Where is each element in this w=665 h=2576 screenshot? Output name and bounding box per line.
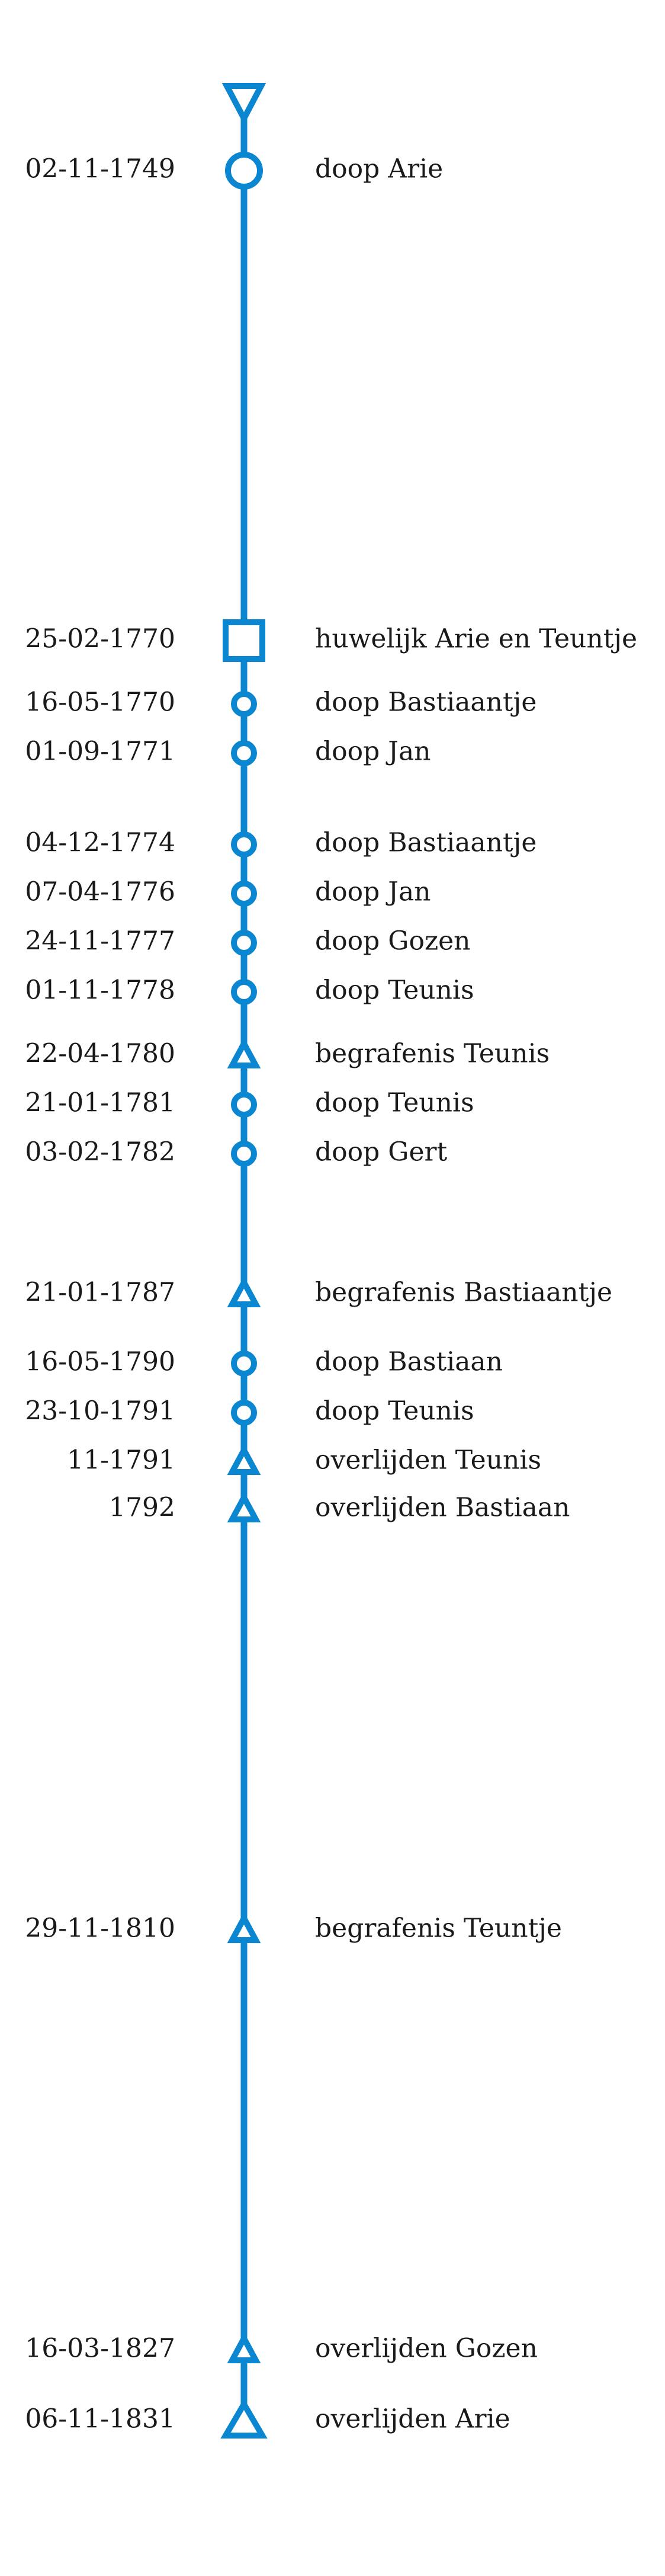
circle-icon xyxy=(231,881,257,907)
triangle-icon xyxy=(227,1491,261,1522)
event-label: overlijden Bastiaan xyxy=(315,1493,570,1523)
timeline-event: 16-05-1770 doop Bastiaantje xyxy=(25,687,537,718)
triangle-large-icon xyxy=(220,2398,268,2439)
triangle-icon xyxy=(227,1037,261,1068)
timeline-event: 01-09-1771 doop Jan xyxy=(25,737,431,767)
event-date: 21-01-1781 xyxy=(25,1088,175,1118)
event-date: 24-11-1777 xyxy=(25,926,175,956)
timeline-event: 03-02-1782 doop Gert xyxy=(25,1137,447,1167)
event-date: 06-11-1831 xyxy=(25,2404,175,2434)
timeline-event: 16-05-1790 doop Bastiaan xyxy=(25,1347,503,1377)
circle-icon xyxy=(231,979,257,1005)
event-label: doop Gozen xyxy=(315,926,471,956)
timeline-event: 23-10-1791 doop Teunis xyxy=(25,1396,474,1426)
event-label: doop Arie xyxy=(315,154,443,184)
timeline-event: 24-11-1777 doop Gozen xyxy=(25,926,470,956)
event-date: 29-11-1810 xyxy=(25,1913,175,1944)
event-date: 01-11-1778 xyxy=(25,975,175,1006)
timeline-event: 21-01-1781 doop Teunis xyxy=(25,1088,474,1118)
triangle-icon xyxy=(227,2332,261,2363)
event-label: overlijden Gozen xyxy=(315,2334,538,2364)
timeline-events: 02-11-1749 doop Arie 25-02-1770 huwelijk Ar… xyxy=(25,152,637,2439)
triangle-icon xyxy=(227,1912,261,1943)
event-label: doop Bastiaan xyxy=(315,1347,503,1377)
event-label: huwelijk Arie en Teuntje xyxy=(315,624,637,654)
timeline-event: 04-12-1774 doop Bastiaantje xyxy=(25,828,537,858)
square-icon xyxy=(223,619,265,662)
circle-icon xyxy=(231,1092,257,1118)
event-date: 16-05-1790 xyxy=(25,1347,175,1377)
event-label: doop Teunis xyxy=(315,1396,474,1426)
event-label: doop Jan xyxy=(315,737,431,767)
timeline-event: 11-1791 overlijden Teunis xyxy=(67,1444,541,1476)
event-label: begrafenis Teunis xyxy=(315,1039,550,1069)
timeline-event: 16-03-1827 overlijden Gozen xyxy=(25,2332,538,2364)
event-date: 22-04-1780 xyxy=(25,1039,175,1069)
event-date: 25-02-1770 xyxy=(25,624,175,654)
event-date: 16-03-1827 xyxy=(25,2334,175,2364)
event-label: doop Teunis xyxy=(315,1088,474,1118)
event-label: doop Bastiaantje xyxy=(315,828,537,858)
event-label: doop Jan xyxy=(315,877,431,907)
timeline-event: 22-04-1780 begrafenis Teunis xyxy=(25,1037,550,1069)
triangle-icon xyxy=(227,1444,261,1475)
event-date: 03-02-1782 xyxy=(25,1137,175,1167)
event-label: overlijden Arie xyxy=(315,2404,510,2434)
timeline-event: 29-11-1810 begrafenis Teuntje xyxy=(25,1912,562,1944)
event-date: 07-04-1776 xyxy=(25,877,175,907)
triangle-icon xyxy=(227,1276,261,1307)
event-label: begrafenis Bastiaantje xyxy=(315,1278,612,1308)
circle-icon xyxy=(231,1351,257,1377)
timeline-event: 06-11-1831 overlijden Arie xyxy=(25,2398,510,2439)
timeline-event: 1792 overlijden Bastiaan xyxy=(109,1491,570,1523)
timeline-event: 07-04-1776 doop Jan xyxy=(25,877,431,907)
circle-icon xyxy=(231,831,257,857)
event-date: 16-05-1770 xyxy=(25,687,175,718)
event-date: 1792 xyxy=(109,1493,175,1523)
circle-icon xyxy=(231,691,257,717)
timeline-event: 21-01-1787 begrafenis Bastiaantje xyxy=(25,1276,612,1308)
downward-triangle-icon xyxy=(221,83,266,125)
circle-icon xyxy=(231,740,257,766)
event-label: doop Bastiaantje xyxy=(315,687,537,718)
event-label: doop Gert xyxy=(315,1137,448,1167)
event-date: 23-10-1791 xyxy=(25,1396,175,1426)
event-label: overlijden Teunis xyxy=(315,1445,541,1476)
event-date: 02-11-1749 xyxy=(25,154,175,184)
circle-icon xyxy=(231,1400,257,1426)
event-date: 01-09-1771 xyxy=(25,737,175,767)
circle-icon xyxy=(231,1141,257,1167)
timeline-event: 02-11-1749 doop Arie xyxy=(25,152,443,190)
circle-icon xyxy=(231,930,257,956)
event-date: 21-01-1787 xyxy=(25,1278,175,1308)
event-label: begrafenis Teuntje xyxy=(315,1913,562,1944)
event-label: doop Teunis xyxy=(315,975,474,1006)
timeline-event: 01-11-1778 doop Teunis xyxy=(25,975,474,1006)
timeline-event: 25-02-1770 huwelijk Arie en Teuntje xyxy=(25,619,637,662)
event-date: 11-1791 xyxy=(67,1445,175,1476)
circle-large-icon xyxy=(225,152,263,190)
event-date: 04-12-1774 xyxy=(25,828,175,858)
